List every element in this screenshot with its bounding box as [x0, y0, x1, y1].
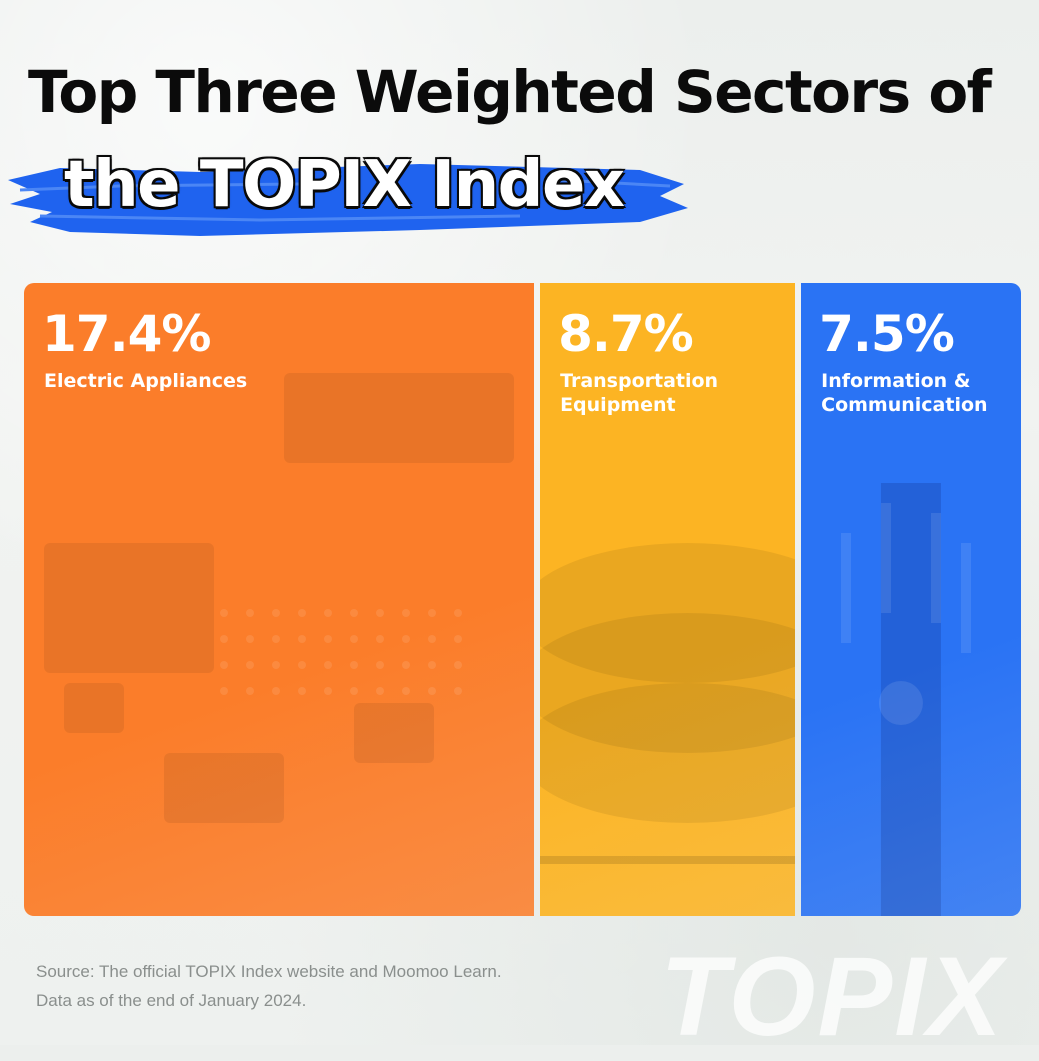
bar-information-communication: 7.5% Information & Communication: [801, 283, 1021, 916]
bar-value-label: 7.5%: [819, 305, 955, 363]
bar-category-label: Electric Appliances: [44, 370, 248, 392]
bar-electric-appliances: 17.4% Electric Appliances: [24, 283, 535, 916]
page-title-line1: Top Three Weighted Sectors of: [28, 58, 992, 126]
bar-category-label: Transportation Equipment: [560, 370, 719, 416]
bar-texture: [44, 373, 514, 823]
bar-texture: [540, 543, 796, 864]
data-date-line: Data as of the end of January 2024.: [36, 991, 307, 1010]
brush-stroke-highlight: [8, 164, 688, 236]
bar-texture: [841, 483, 972, 916]
source-note: Source: The official TOPIX Index website…: [36, 957, 502, 1015]
watermark-text: TOPIX: [660, 934, 1005, 1059]
bar-transportation-equipment: 8.7% Transportation Equipment: [540, 283, 796, 916]
bar-value-label: 8.7%: [558, 305, 694, 363]
source-line: Source: The official TOPIX Index website…: [36, 962, 502, 981]
bar-value-label: 17.4%: [42, 305, 211, 363]
bar-category-label: Information & Communication: [821, 370, 988, 416]
page-title-line2: the TOPIX Index: [64, 148, 625, 222]
